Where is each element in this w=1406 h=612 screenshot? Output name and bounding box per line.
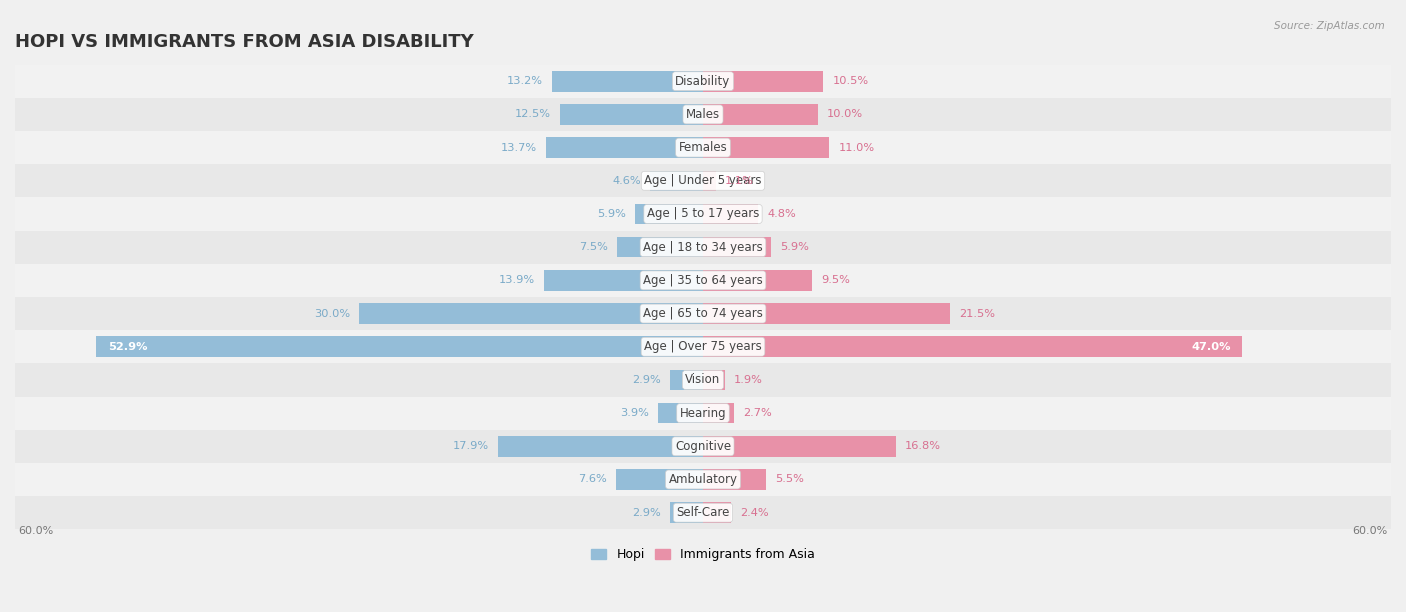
Bar bbox=[15, 65, 1391, 98]
Bar bbox=[15, 330, 1391, 364]
Bar bbox=[551, 71, 703, 92]
Text: 2.7%: 2.7% bbox=[744, 408, 772, 418]
Bar bbox=[703, 304, 949, 324]
Bar bbox=[703, 270, 811, 291]
Bar bbox=[15, 297, 1391, 330]
Bar bbox=[546, 137, 703, 158]
Text: 11.0%: 11.0% bbox=[838, 143, 875, 152]
Text: 7.6%: 7.6% bbox=[578, 474, 606, 485]
Bar bbox=[703, 237, 770, 258]
Text: Females: Females bbox=[679, 141, 727, 154]
Text: Disability: Disability bbox=[675, 75, 731, 88]
Bar bbox=[703, 171, 716, 191]
Text: 60.0%: 60.0% bbox=[1353, 526, 1388, 536]
Legend: Hopi, Immigrants from Asia: Hopi, Immigrants from Asia bbox=[586, 543, 820, 566]
Bar bbox=[703, 403, 734, 424]
Text: 13.7%: 13.7% bbox=[501, 143, 537, 152]
Text: Age | Under 5 years: Age | Under 5 years bbox=[644, 174, 762, 187]
Text: Age | 35 to 64 years: Age | 35 to 64 years bbox=[643, 274, 763, 287]
Text: 3.9%: 3.9% bbox=[620, 408, 650, 418]
Bar bbox=[15, 496, 1391, 529]
Text: 2.9%: 2.9% bbox=[631, 508, 661, 518]
Text: Source: ZipAtlas.com: Source: ZipAtlas.com bbox=[1274, 21, 1385, 31]
Text: Ambulatory: Ambulatory bbox=[668, 473, 738, 486]
Text: Self-Care: Self-Care bbox=[676, 506, 730, 519]
Bar bbox=[669, 502, 703, 523]
Text: 9.5%: 9.5% bbox=[821, 275, 851, 285]
Text: 60.0%: 60.0% bbox=[18, 526, 53, 536]
Text: Age | Over 75 years: Age | Over 75 years bbox=[644, 340, 762, 353]
Bar bbox=[15, 264, 1391, 297]
Text: 30.0%: 30.0% bbox=[314, 308, 350, 319]
Text: Age | 5 to 17 years: Age | 5 to 17 years bbox=[647, 207, 759, 220]
Text: 7.5%: 7.5% bbox=[579, 242, 607, 252]
Bar bbox=[703, 337, 1241, 357]
Text: 1.1%: 1.1% bbox=[724, 176, 754, 186]
Text: 10.5%: 10.5% bbox=[832, 76, 869, 86]
Bar bbox=[97, 337, 703, 357]
Text: 10.0%: 10.0% bbox=[827, 110, 863, 119]
Bar bbox=[498, 436, 703, 457]
Bar bbox=[658, 403, 703, 424]
Text: 2.9%: 2.9% bbox=[631, 375, 661, 385]
Text: 16.8%: 16.8% bbox=[905, 441, 941, 451]
Text: 4.6%: 4.6% bbox=[613, 176, 641, 186]
Text: Vision: Vision bbox=[685, 373, 721, 386]
Bar bbox=[703, 137, 830, 158]
Bar bbox=[617, 237, 703, 258]
Bar bbox=[703, 436, 896, 457]
Text: 1.9%: 1.9% bbox=[734, 375, 763, 385]
Bar bbox=[359, 304, 703, 324]
Bar bbox=[703, 502, 731, 523]
Bar bbox=[703, 370, 724, 390]
Bar bbox=[703, 104, 818, 125]
Text: Cognitive: Cognitive bbox=[675, 440, 731, 453]
Bar bbox=[560, 104, 703, 125]
Bar bbox=[636, 204, 703, 224]
Bar bbox=[15, 397, 1391, 430]
Bar bbox=[15, 430, 1391, 463]
Text: 2.4%: 2.4% bbox=[740, 508, 768, 518]
Bar bbox=[669, 370, 703, 390]
Bar bbox=[650, 171, 703, 191]
Text: 52.9%: 52.9% bbox=[108, 341, 148, 352]
Bar bbox=[15, 231, 1391, 264]
Text: Age | 65 to 74 years: Age | 65 to 74 years bbox=[643, 307, 763, 320]
Text: 13.2%: 13.2% bbox=[506, 76, 543, 86]
Text: 13.9%: 13.9% bbox=[498, 275, 534, 285]
Bar bbox=[15, 164, 1391, 198]
Text: 47.0%: 47.0% bbox=[1191, 341, 1230, 352]
Text: 5.9%: 5.9% bbox=[780, 242, 808, 252]
Bar bbox=[703, 204, 758, 224]
Text: Males: Males bbox=[686, 108, 720, 121]
Bar bbox=[15, 131, 1391, 164]
Text: 5.5%: 5.5% bbox=[775, 474, 804, 485]
Bar bbox=[544, 270, 703, 291]
Text: 21.5%: 21.5% bbox=[959, 308, 994, 319]
Text: Age | 18 to 34 years: Age | 18 to 34 years bbox=[643, 241, 763, 253]
Bar bbox=[15, 198, 1391, 231]
Text: 5.9%: 5.9% bbox=[598, 209, 626, 219]
Bar bbox=[616, 469, 703, 490]
Text: Hearing: Hearing bbox=[679, 406, 727, 420]
Bar bbox=[703, 469, 766, 490]
Text: 17.9%: 17.9% bbox=[453, 441, 488, 451]
Text: 12.5%: 12.5% bbox=[515, 110, 551, 119]
Bar bbox=[15, 463, 1391, 496]
Bar bbox=[15, 98, 1391, 131]
Bar bbox=[15, 364, 1391, 397]
Text: 4.8%: 4.8% bbox=[768, 209, 796, 219]
Bar bbox=[703, 71, 824, 92]
Text: HOPI VS IMMIGRANTS FROM ASIA DISABILITY: HOPI VS IMMIGRANTS FROM ASIA DISABILITY bbox=[15, 34, 474, 51]
